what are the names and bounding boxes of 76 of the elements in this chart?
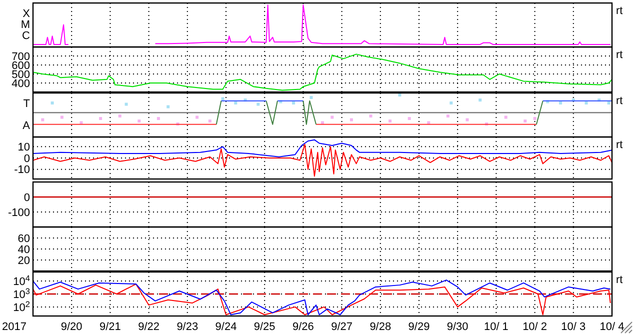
text: T: [23, 98, 30, 110]
point: [466, 118, 469, 122]
y-tick-label: 0: [24, 192, 30, 204]
line-series: [33, 54, 612, 91]
point: [41, 118, 44, 122]
x-tick-label: 10/ 2: [522, 321, 548, 333]
point: [559, 101, 562, 104]
x-tick-label: 9/29: [408, 321, 430, 333]
x-tick-label: 9/26: [292, 321, 314, 333]
y-tick-label: 10$^{2}$: [13, 299, 30, 314]
point: [369, 114, 372, 118]
x-tick-label: 9/23: [176, 321, 198, 333]
x-tick-label: 9/30: [446, 321, 468, 333]
text: rt: [616, 5, 623, 17]
point: [310, 96, 313, 100]
text: M: [20, 19, 30, 31]
x-tick-label: 9/28: [370, 321, 392, 333]
point: [330, 116, 334, 119]
point: [292, 101, 296, 104]
point: [196, 116, 199, 119]
x-tick-label: 10/ 4: [600, 321, 624, 333]
point: [584, 101, 588, 104]
point: [208, 120, 212, 123]
point: [156, 117, 160, 120]
y-tick-label: 400: [12, 78, 30, 90]
y-tick-label: -100: [8, 206, 30, 219]
y-tick-label: 10: [18, 142, 30, 154]
point: [124, 102, 128, 106]
point: [450, 101, 453, 104]
y-tick-label: 10$^{4}$: [13, 273, 30, 288]
line-series: [33, 144, 612, 177]
point: [533, 117, 536, 120]
y-tick-label: 60: [18, 232, 30, 245]
point: [446, 114, 450, 118]
point: [408, 117, 411, 120]
point: [256, 102, 260, 106]
point: [350, 118, 353, 122]
point: [427, 121, 430, 124]
text: rt: [616, 49, 623, 61]
y-tick-label: 20: [18, 254, 30, 267]
text: C: [22, 30, 30, 42]
y-tick-label: -10: [14, 164, 30, 176]
point: [504, 116, 508, 119]
text: rt: [616, 95, 623, 107]
point: [80, 121, 83, 124]
point: [607, 101, 610, 104]
point: [398, 94, 402, 96]
y-tick-label: 40: [18, 244, 30, 256]
x-tick-label: 9/20: [60, 321, 82, 333]
point: [388, 120, 392, 123]
text: A: [22, 120, 31, 132]
point: [524, 120, 527, 123]
point: [221, 97, 224, 100]
point: [99, 117, 102, 120]
point: [166, 105, 170, 108]
x-tick-label: 9/21: [99, 321, 121, 333]
text: rt: [616, 139, 623, 151]
text: rt: [616, 274, 623, 286]
point: [321, 121, 324, 124]
line-series: [33, 139, 612, 158]
x-tick-label: 9/22: [138, 321, 160, 333]
y-tick-label: 0: [24, 152, 30, 165]
point: [50, 101, 54, 104]
point: [478, 98, 482, 102]
x-tick-label: 10/ 1: [484, 321, 508, 333]
point: [138, 120, 141, 123]
x-tick-label: 9/24: [215, 321, 237, 333]
x-tick-label: 10/ 3: [561, 321, 586, 333]
point: [234, 101, 238, 104]
text: X: [22, 8, 31, 20]
x-axis-title: 2017: [2, 321, 26, 333]
y-tick-label: 10$^{3}$: [13, 286, 30, 301]
point: [118, 114, 122, 118]
point: [60, 116, 64, 119]
x-tick-label: 9/25: [254, 321, 276, 333]
x-tick-label: 9/27: [331, 321, 353, 333]
